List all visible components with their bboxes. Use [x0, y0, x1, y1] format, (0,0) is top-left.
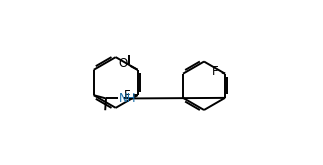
- Text: O: O: [118, 57, 127, 70]
- Text: F: F: [212, 65, 219, 78]
- Text: F: F: [124, 89, 130, 102]
- Text: NH: NH: [119, 92, 136, 105]
